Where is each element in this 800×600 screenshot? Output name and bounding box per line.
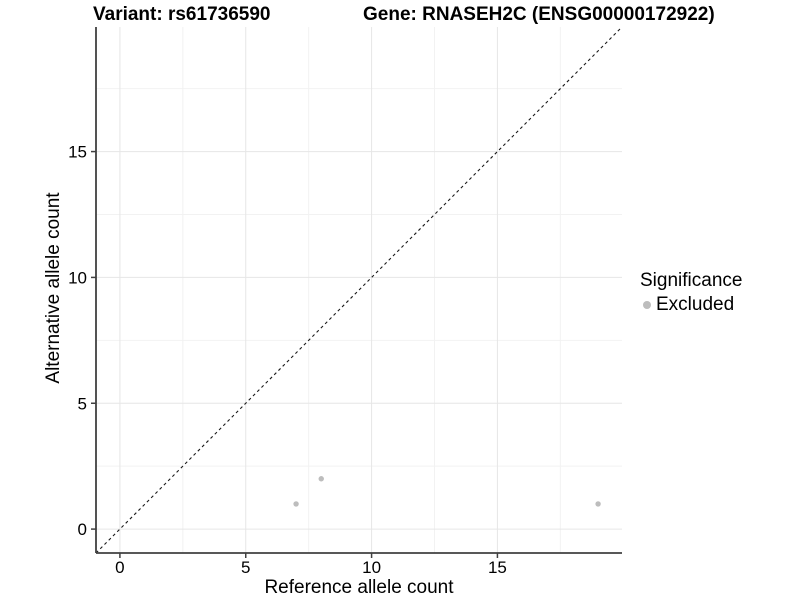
y-tick-label: 10 bbox=[68, 268, 87, 287]
data-point bbox=[293, 501, 299, 507]
x-tick-label: 10 bbox=[362, 558, 381, 577]
legend-title: Significance bbox=[640, 270, 743, 291]
y-tick-label: 15 bbox=[68, 143, 87, 162]
legend-item-excluded: Excluded bbox=[640, 294, 742, 316]
data-point bbox=[595, 501, 601, 507]
identity-line bbox=[95, 26, 623, 554]
x-tick-label: 5 bbox=[241, 558, 250, 577]
x-tick-label: 0 bbox=[115, 558, 124, 577]
plot-title-variant: Variant: rs61736590 bbox=[93, 4, 271, 25]
data-point bbox=[318, 476, 324, 482]
legend: Significance Excluded bbox=[640, 270, 742, 316]
y-tick-label: 0 bbox=[78, 520, 87, 539]
legend-point-icon bbox=[643, 301, 651, 309]
x-tick-label: 15 bbox=[488, 558, 507, 577]
legend-item-label: Excluded bbox=[656, 294, 735, 315]
y-tick-label: 5 bbox=[78, 394, 87, 413]
y-axis-title: Alternative allele count bbox=[43, 192, 64, 384]
plot-title-gene: Gene: RNASEH2C (ENSG00000172922) bbox=[363, 4, 715, 25]
x-axis-title: Reference allele count bbox=[264, 577, 454, 598]
